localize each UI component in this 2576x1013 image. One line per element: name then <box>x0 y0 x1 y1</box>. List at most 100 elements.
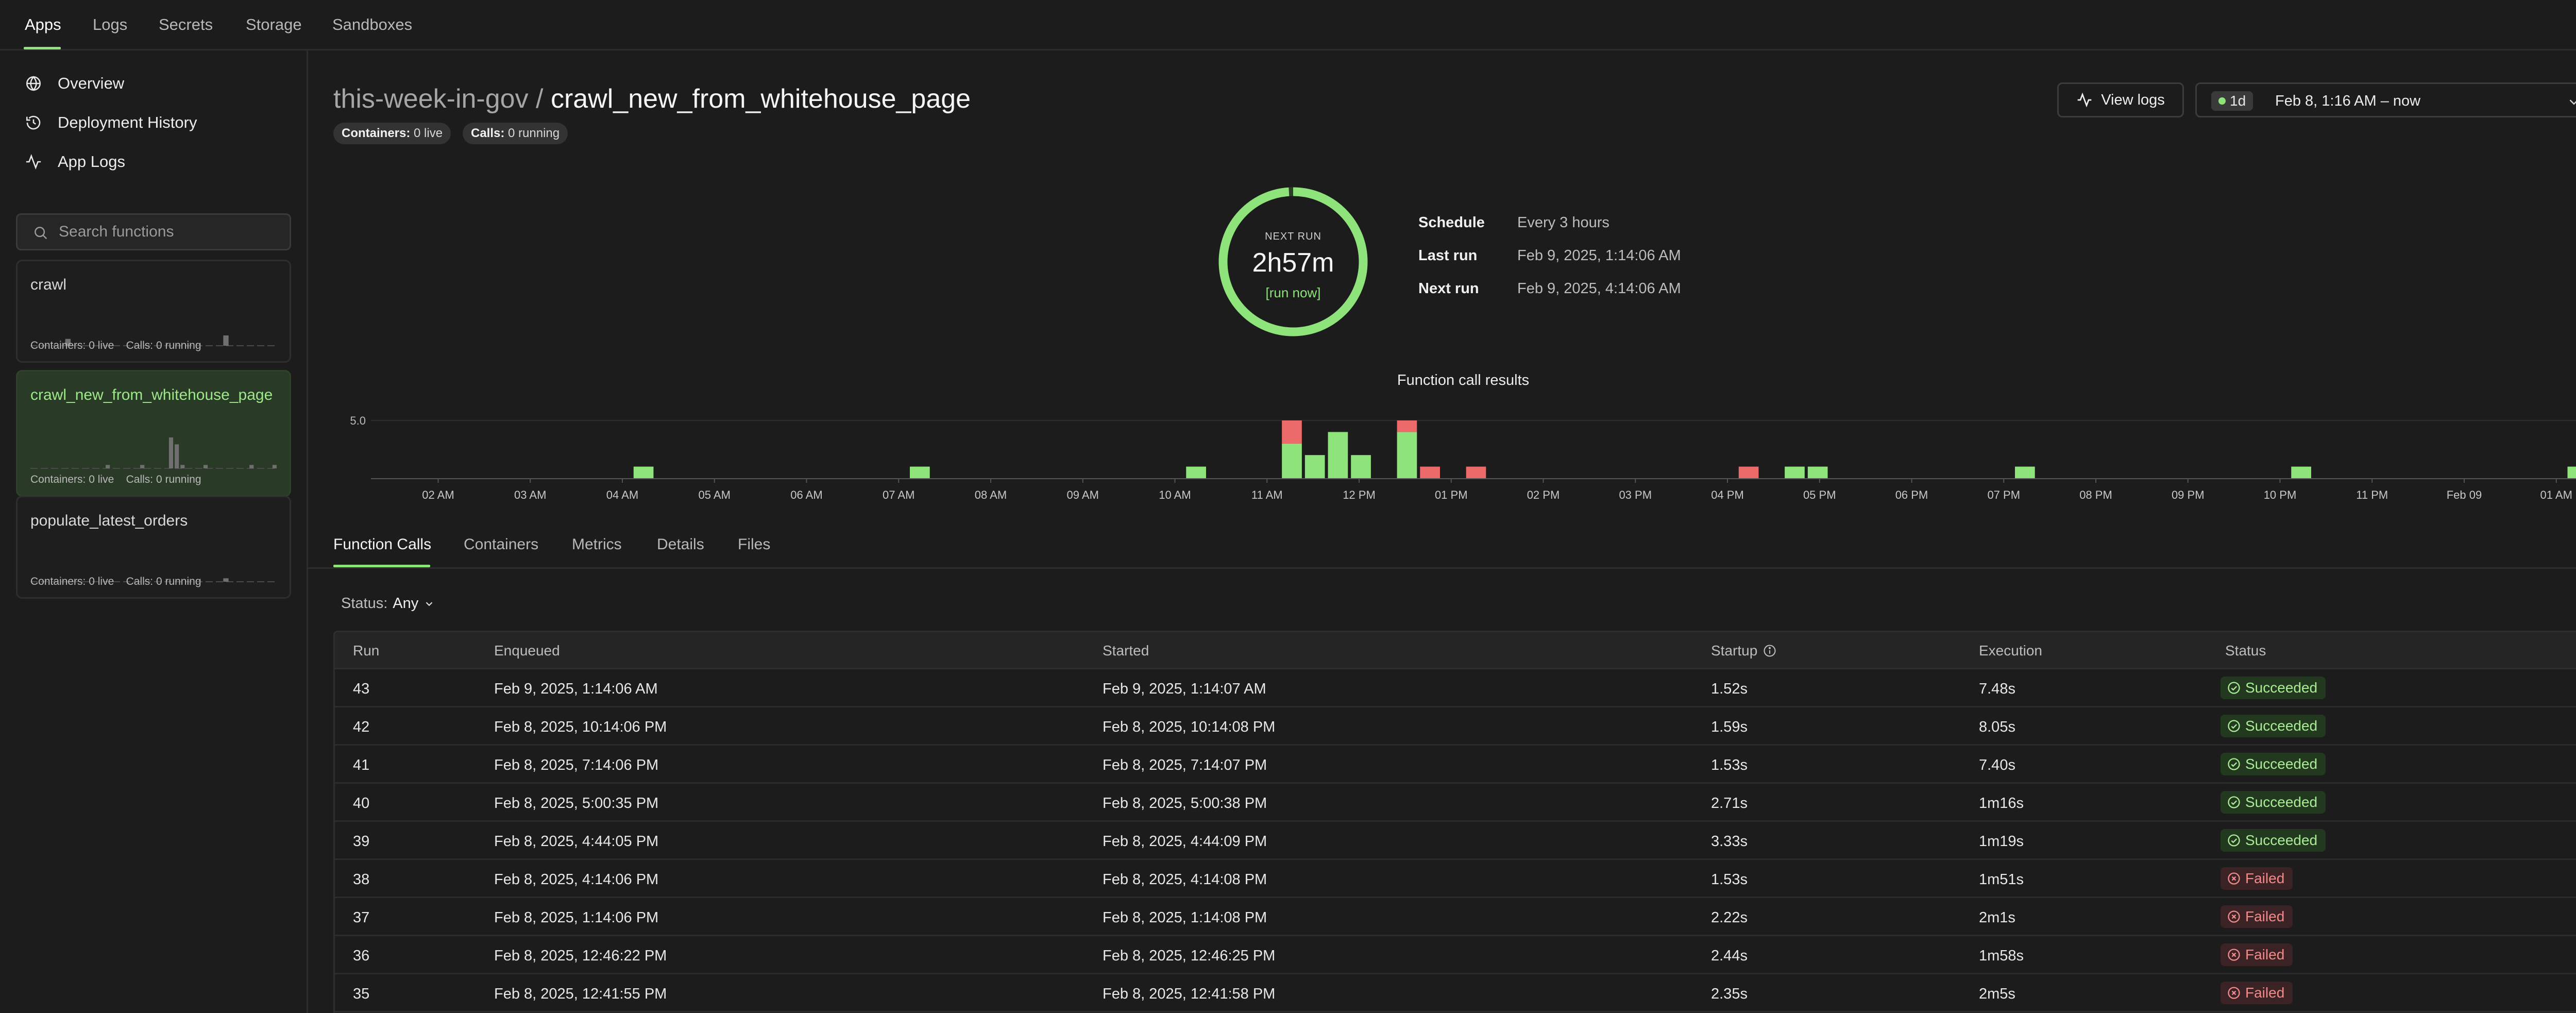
cell-run: 35 <box>353 986 370 1002</box>
bar-succeeded[interactable] <box>1807 466 1828 478</box>
check-circle-icon <box>2228 720 2240 732</box>
x-tick-label: 08 AM <box>975 488 1007 501</box>
app-name-link[interactable]: this-week-in-gov <box>333 84 529 114</box>
status-badge: Succeeded <box>2221 715 2326 737</box>
cell-execution: 7.40s <box>1979 757 2015 773</box>
top-nav: Apps Logs Secrets Storage Sandboxes <box>0 0 2576 50</box>
bar-succeeded[interactable] <box>1785 466 1805 478</box>
status-filter-label: Status: <box>341 595 388 612</box>
run-now-link[interactable]: [run now] <box>1265 285 1321 300</box>
cell-enqueued: Feb 8, 2025, 12:46:22 PM <box>494 948 667 964</box>
sidebar: Overview Deployment History App Logs cra… <box>0 50 308 1013</box>
bar-failed[interactable] <box>1397 420 1417 432</box>
bar-succeeded[interactable] <box>2015 466 2035 478</box>
view-logs-button[interactable]: View logs <box>2057 82 2184 117</box>
column-header-started: Started <box>1103 643 1149 659</box>
table-row[interactable]: 43 Feb 9, 2025, 1:14:06 AM Feb 9, 2025, 1:… <box>335 669 2576 707</box>
bar-succeeded[interactable] <box>633 466 654 478</box>
cell-started: Feb 8, 2025, 12:46:25 PM <box>1103 948 1276 964</box>
column-header-run: Run <box>353 643 380 659</box>
function-meta: Containers: 0 live Calls: 0 running <box>30 474 201 486</box>
function-card-populate-latest-orders[interactable]: populate_latest_orders Containers: 0 liv… <box>16 496 291 599</box>
table-row[interactable]: 42 Feb 8, 2025, 10:14:06 PM Feb 8, 2025, 1… <box>335 707 2576 746</box>
x-tick-label: 01 AM <box>2540 488 2572 501</box>
bar-succeeded[interactable] <box>1351 455 1371 478</box>
bar-succeeded[interactable] <box>1397 432 1417 478</box>
tab-metrics[interactable]: Metrics <box>572 536 622 553</box>
bar-failed[interactable] <box>1466 466 1486 478</box>
status-badge: Failed <box>2221 867 2293 890</box>
bar-succeeded[interactable] <box>2291 466 2311 478</box>
function-card-crawl[interactable]: crawl Containers: 0 live Calls: 0 runnin… <box>16 260 291 363</box>
cell-run: 38 <box>353 871 370 888</box>
function-name-title: crawl_new_from_whitehouse_page <box>550 84 971 114</box>
cell-startup: 1.53s <box>1711 757 1748 773</box>
function-name: crawl <box>30 276 67 293</box>
sparkline-bar <box>223 335 229 346</box>
function-card-crawl-new-from-whitehouse-page[interactable]: crawl_new_from_whitehouse_page Container… <box>16 370 291 497</box>
calls-badge-key: Calls: <box>471 126 505 140</box>
sidebar-item-label: App Logs <box>58 153 125 171</box>
x-tick-label: 08 PM <box>2079 488 2112 501</box>
column-header-startup-label: Startup <box>1711 643 1758 659</box>
status-badge-label: Failed <box>2245 908 2285 924</box>
tab-details[interactable]: Details <box>657 536 704 553</box>
cell-execution: 2m1s <box>1979 909 2015 926</box>
bar-succeeded[interactable] <box>1328 432 1348 478</box>
cell-execution: 1m58s <box>1979 948 2024 964</box>
x-circle-icon <box>2228 987 2240 999</box>
x-tick-label: 11 AM <box>1251 488 1283 501</box>
info-icon[interactable] <box>1762 644 1777 658</box>
sparkline-bar <box>168 437 174 468</box>
cell-startup: 3.33s <box>1711 833 1748 850</box>
bar-succeeded[interactable] <box>1304 455 1325 478</box>
breadcrumb-separator: / <box>536 84 544 114</box>
x-tick-label: 11 PM <box>2356 488 2388 501</box>
table-row[interactable]: 40 Feb 8, 2025, 5:00:35 PM Feb 8, 2025, 5:… <box>335 784 2576 822</box>
tab-files[interactable]: Files <box>738 536 771 553</box>
sidebar-item-deployment-history[interactable]: Deployment History <box>25 110 197 136</box>
tab-function-calls[interactable]: Function Calls <box>333 536 432 553</box>
bar-failed[interactable] <box>1420 466 1440 478</box>
time-range-select[interactable]: 1d Feb 8, 1:16 AM – now <box>2195 82 2576 117</box>
sidebar-item-overview[interactable]: Overview <box>25 71 124 96</box>
cell-startup: 1.59s <box>1711 719 1748 735</box>
table-row[interactable]: 38 Feb 8, 2025, 4:14:06 PM Feb 8, 2025, 4:… <box>335 860 2576 898</box>
table-row[interactable]: 36 Feb 8, 2025, 12:46:22 PM Feb 8, 2025, 1… <box>335 936 2576 974</box>
nav-tab-logs[interactable]: Logs <box>93 15 128 33</box>
nav-tab-secrets[interactable]: Secrets <box>159 15 213 33</box>
search-functions[interactable] <box>16 213 291 250</box>
chevron-down-icon <box>2569 99 2576 105</box>
table-row[interactable]: 41 Feb 8, 2025, 7:14:06 PM Feb 8, 2025, 7:… <box>335 746 2576 784</box>
status-filter-dropdown[interactable]: Status: Any <box>341 595 435 612</box>
cell-startup: 2.44s <box>1711 948 1748 964</box>
status-badge: Succeeded <box>2221 753 2326 775</box>
tab-containers[interactable]: Containers <box>464 536 539 553</box>
bar-succeeded[interactable] <box>1282 443 1302 478</box>
search-input[interactable] <box>59 220 285 244</box>
cell-execution: 1m16s <box>1979 795 2024 812</box>
nav-tab-apps[interactable]: Apps <box>25 15 61 33</box>
history-icon <box>26 115 41 130</box>
table-row[interactable]: 35 Feb 8, 2025, 12:41:55 PM Feb 8, 2025, 1… <box>335 974 2576 1012</box>
next-run-countdown: 2h57m <box>1252 248 1334 278</box>
bar-failed[interactable] <box>1738 466 1759 478</box>
bar-failed[interactable] <box>1282 420 1302 444</box>
bar-succeeded[interactable] <box>910 466 930 478</box>
x-tick-label: 07 AM <box>883 488 914 501</box>
sidebar-item-label: Deployment History <box>58 113 197 131</box>
x-tick-label: 02 AM <box>422 488 454 501</box>
bar-succeeded[interactable] <box>2567 466 2576 478</box>
sparkline-bar <box>140 465 145 468</box>
bar-succeeded[interactable] <box>1186 466 1206 478</box>
x-tick-label: 10 AM <box>1159 488 1191 501</box>
sidebar-item-app-logs[interactable]: App Logs <box>25 149 125 175</box>
table-row[interactable]: 37 Feb 8, 2025, 1:14:06 PM Feb 8, 2025, 1:… <box>335 898 2576 936</box>
status-badge-label: Succeeded <box>2245 680 2318 696</box>
nav-tab-sandboxes[interactable]: Sandboxes <box>332 15 413 33</box>
nav-tab-storage[interactable]: Storage <box>246 15 302 33</box>
x-tick-label: 02 PM <box>1527 488 1560 501</box>
cell-run: 40 <box>353 795 370 812</box>
table-row[interactable]: 39 Feb 8, 2025, 4:44:05 PM Feb 8, 2025, 4:… <box>335 822 2576 860</box>
time-range-badge-label: 1d <box>2230 93 2246 109</box>
